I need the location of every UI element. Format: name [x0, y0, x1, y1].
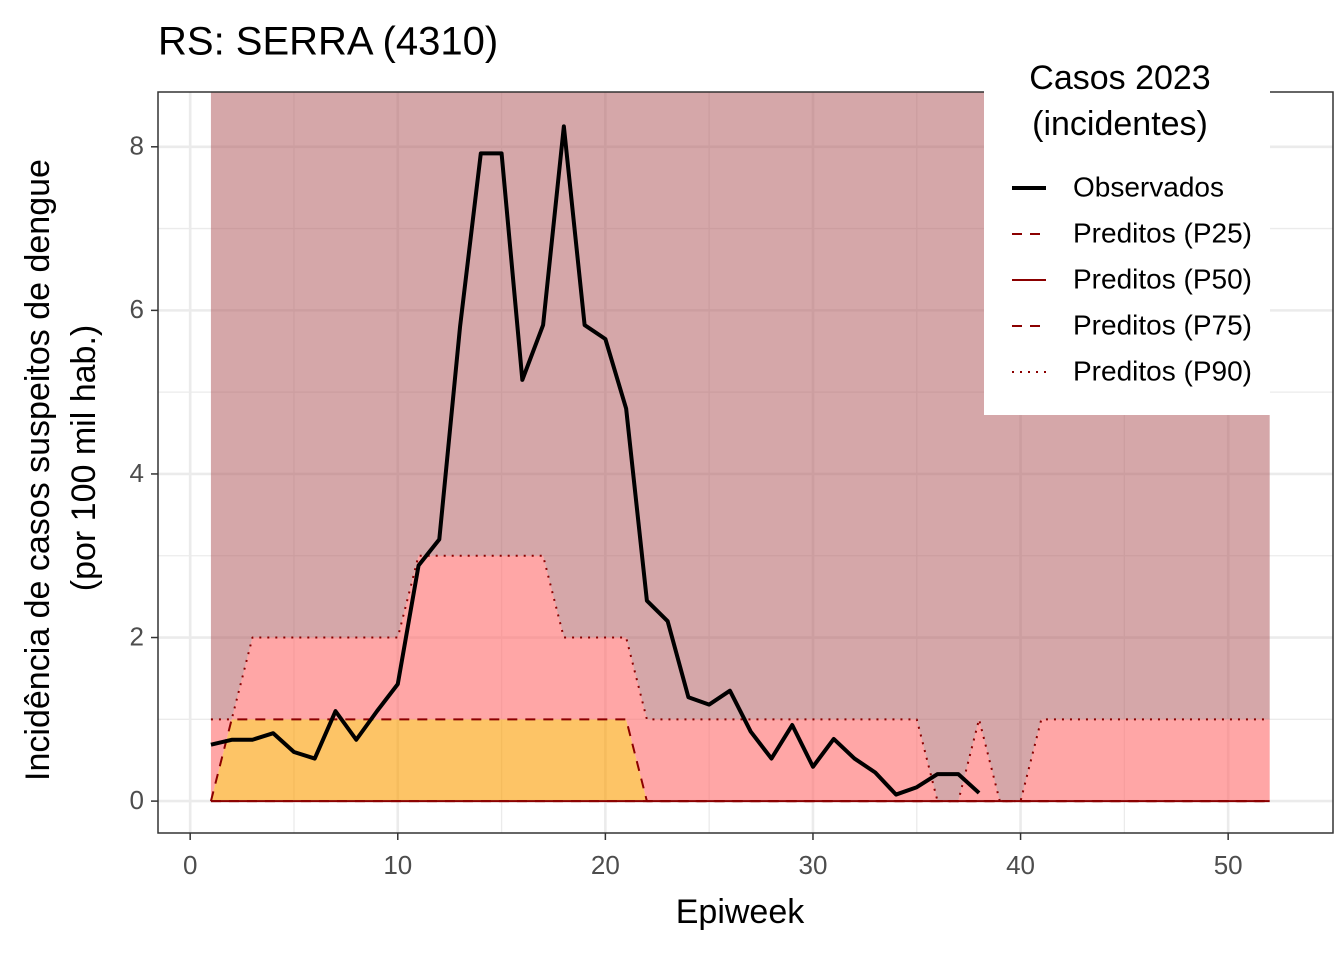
series-line: [210, 124, 981, 797]
y-axis-title: Incidência de casos suspeitos de dengue: [19, 159, 57, 781]
y-tick-label: 6: [130, 294, 144, 324]
y-tick-label: 0: [130, 785, 144, 815]
y-tick-label: 4: [130, 458, 144, 488]
band: [210, 555, 1270, 802]
y-tick-label: 2: [130, 621, 144, 651]
y-tick-label: 8: [130, 131, 144, 161]
chart-title: RS: SERRA (4310): [158, 20, 498, 64]
legend-label: Observados: [1073, 171, 1224, 202]
band: [210, 719, 1270, 802]
y-axis-title: (por 100 mil hab.): [65, 325, 103, 591]
x-tick-label: 0: [183, 850, 197, 880]
legend: Casos 2023 (incidentes) Observados Preditos…: [984, 56, 1270, 415]
legend-title: Casos 2023: [1029, 59, 1210, 97]
panel-border: [157, 91, 1334, 834]
x-tick-label: 50: [1214, 850, 1243, 880]
legend-title: (incidentes): [1032, 105, 1208, 143]
x-tick-label: 20: [591, 850, 620, 880]
x-tick-label: 30: [799, 850, 828, 880]
legend-label: Preditos (P75): [1073, 309, 1252, 340]
x-tick-label: 40: [1006, 850, 1035, 880]
legend-label: Preditos (P90): [1073, 355, 1252, 386]
legend-box: [984, 56, 1270, 415]
x-axis-title: Epiweek: [676, 893, 806, 931]
x-tick-label: 10: [383, 850, 412, 880]
legend-label: Preditos (P50): [1073, 263, 1252, 294]
legend-label: Preditos (P25): [1073, 217, 1252, 248]
series-line: [210, 554, 1270, 803]
